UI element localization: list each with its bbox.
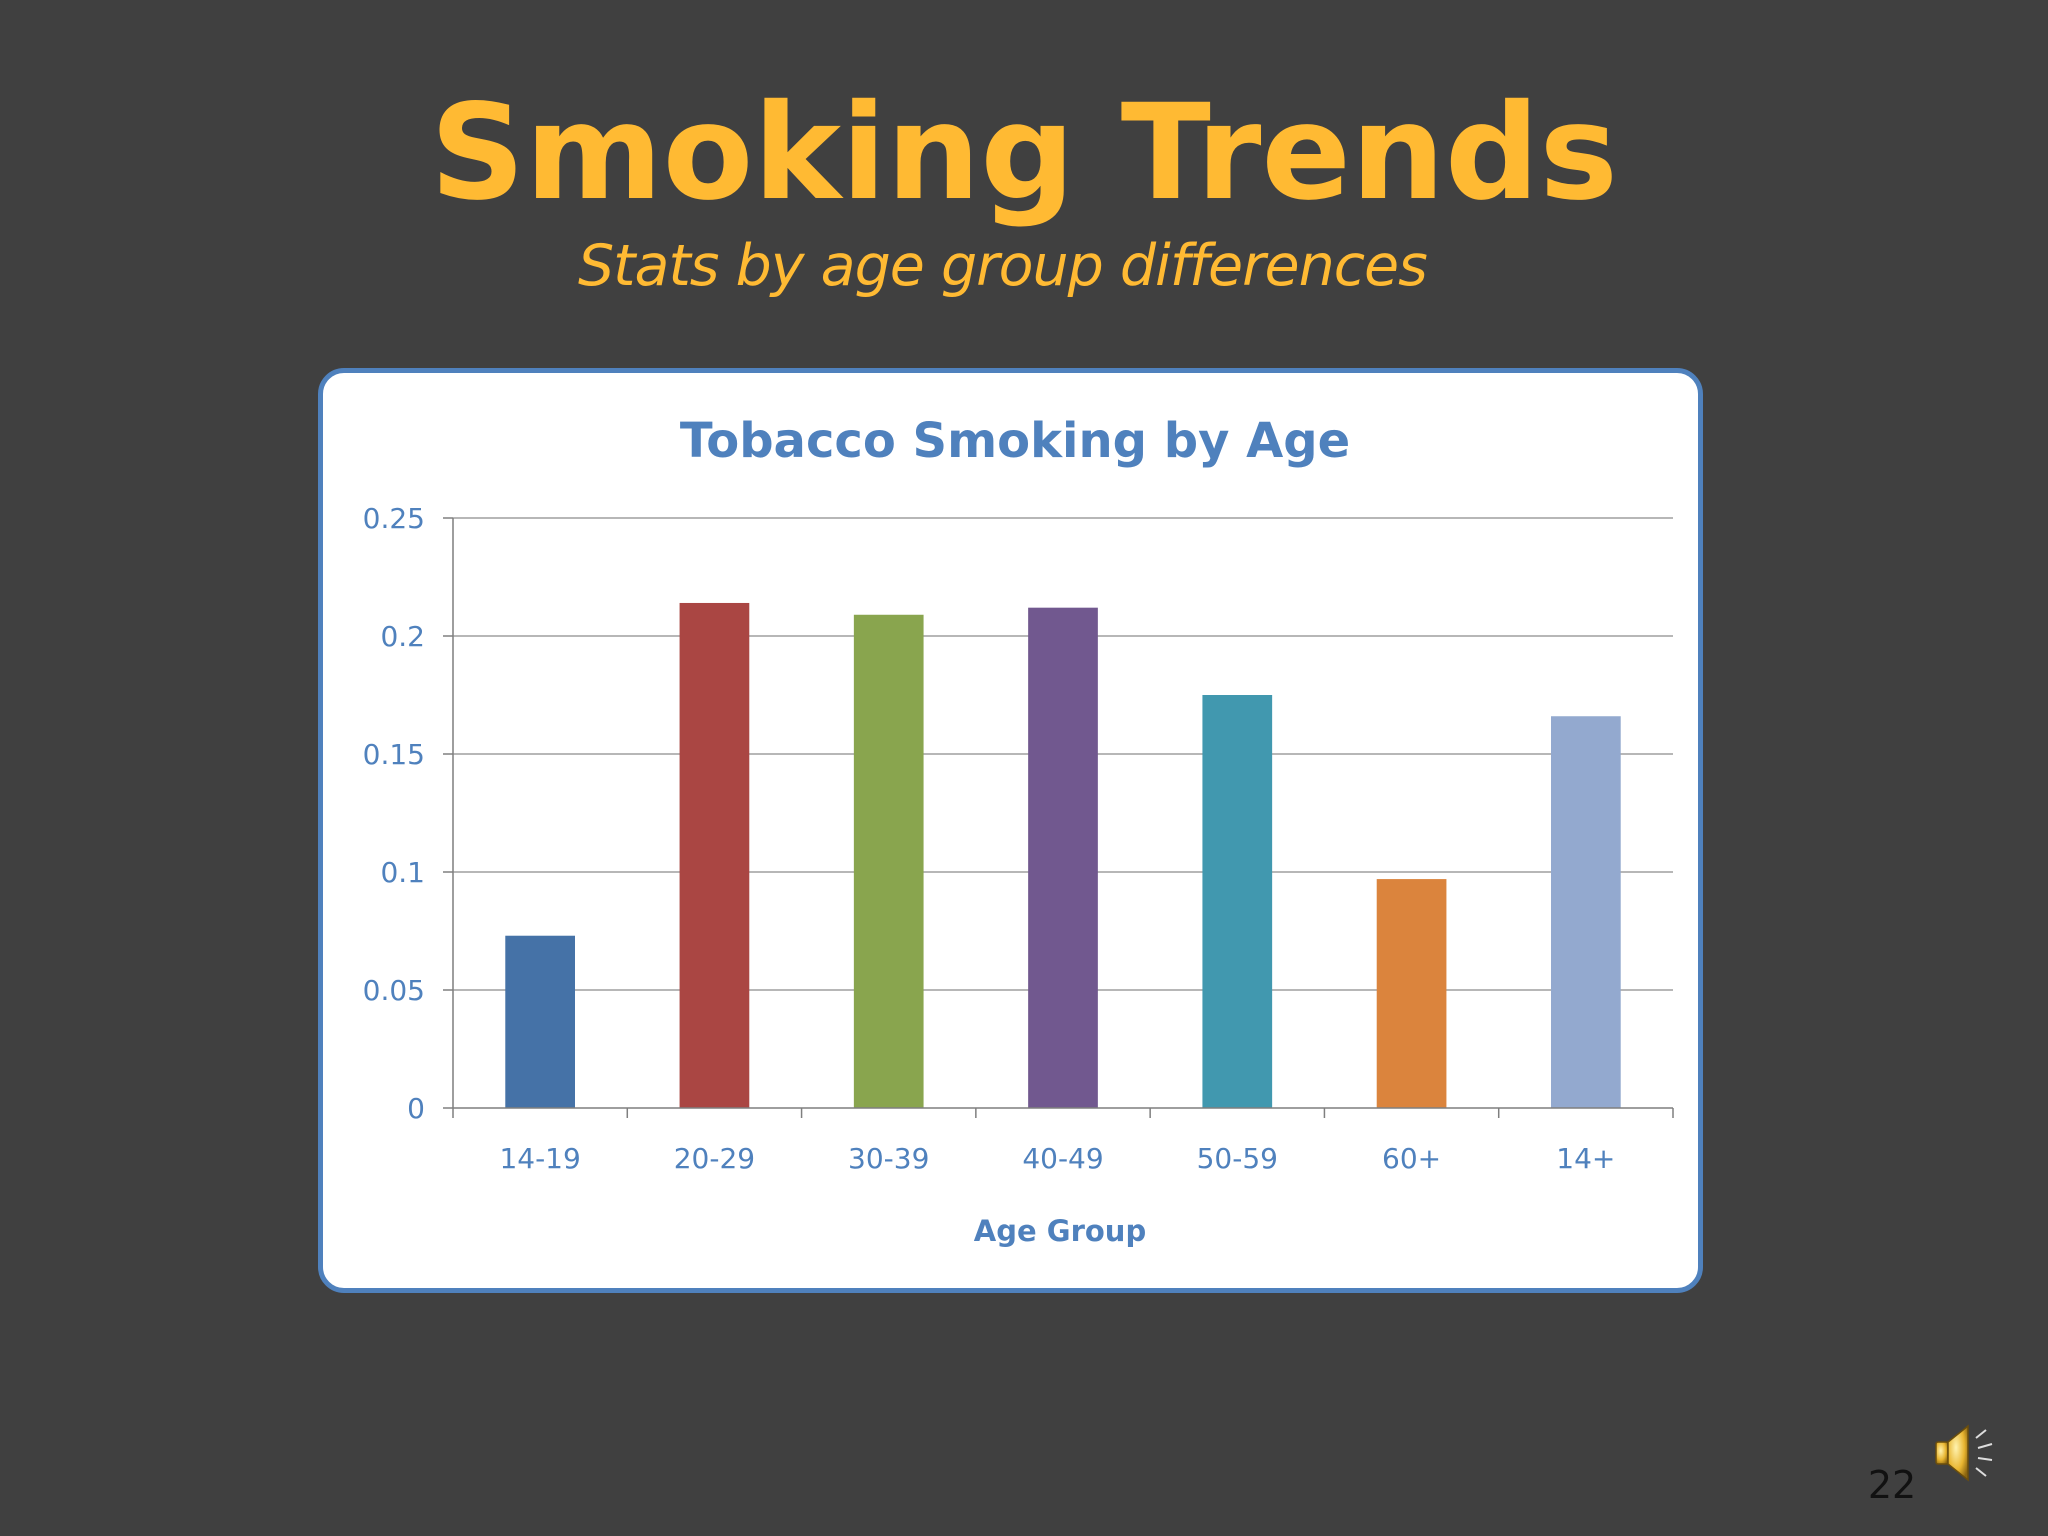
bar-60+: [1376, 879, 1447, 1108]
y-tick-label: 0.1: [380, 856, 425, 889]
y-tick-label: 0.25: [363, 502, 425, 535]
x-axis-label: Age Group: [974, 1214, 1146, 1248]
x-tick-label: 30-39: [848, 1142, 929, 1175]
x-tick-label: 14+: [1556, 1142, 1615, 1175]
x-tick-label: 14-19: [499, 1142, 580, 1175]
slide-subtitle: Stats by age group differences: [578, 233, 1428, 299]
x-tick-label: 60+: [1382, 1142, 1441, 1175]
page-number: 22: [1867, 1463, 1917, 1507]
speaker-icon[interactable]: [1930, 1418, 2002, 1486]
bar-14+: [1551, 716, 1621, 1108]
y-tick-label: 0.05: [363, 974, 425, 1007]
bar-chart: Tobacco Smoking by Age 0 0.05 0.1 0.15 0.2 0.…: [363, 413, 1674, 1248]
bar-20-29: [679, 602, 750, 1108]
chart-frame: Tobacco Smoking by Age 0 0.05 0.1 0.15 0.2 0.…: [318, 368, 1703, 1293]
y-tick-label: 0: [407, 1092, 425, 1125]
chart-title: Tobacco Smoking by Age: [680, 413, 1350, 469]
x-axis-ticks: 14-19 20-29 30-39 40-49 50-59 60+ 14+: [452, 1108, 1674, 1175]
bar-50-59: [1202, 695, 1273, 1108]
bar-40-49: [1028, 607, 1098, 1108]
y-tick-label: 0.15: [363, 738, 425, 771]
slide-title: Smoking Trends: [430, 76, 1618, 230]
x-tick-label: 40-49: [1022, 1142, 1103, 1175]
bars: [505, 602, 1621, 1108]
y-tick-label: 0.2: [380, 620, 425, 653]
x-tick-label: 20-29: [674, 1142, 755, 1175]
bar-30-39: [853, 614, 924, 1108]
x-tick-label: 50-59: [1197, 1142, 1278, 1175]
bar-14-19: [505, 935, 575, 1108]
y-axis-ticks: 0 0.05 0.1 0.15 0.2 0.25: [363, 502, 453, 1125]
